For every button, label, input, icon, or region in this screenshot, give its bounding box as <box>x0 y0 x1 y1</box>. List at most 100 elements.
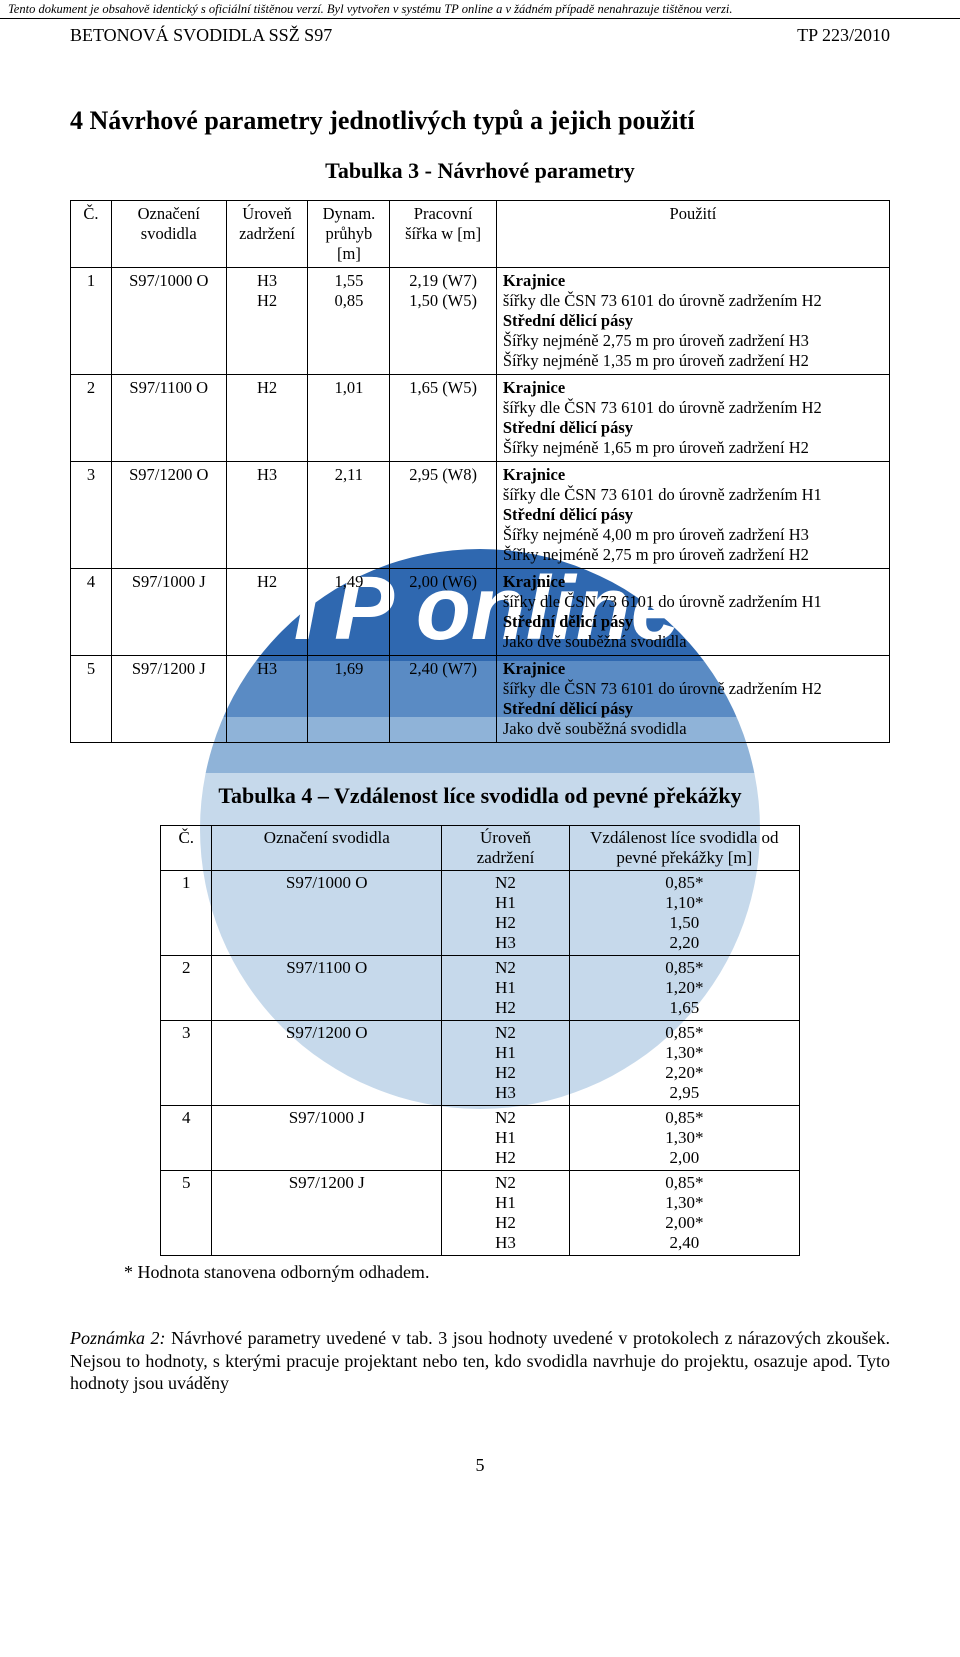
th-c: Č. <box>71 201 112 268</box>
usage-line: Šířky nejméně 2,75 m pro úroveň zadržení… <box>503 331 883 351</box>
usage-line: Šířky nejméně 4,00 m pro úroveň zadržení… <box>503 525 883 545</box>
cell-pruhyb: 1,69 <box>308 656 390 743</box>
table-row: 1S97/1000 ON2H1H2H30,85*1,10*1,502,20 <box>161 871 800 956</box>
cell-levels: N2H1H2H3 <box>442 1171 570 1256</box>
note-2-lead: Poznámka 2: <box>70 1328 166 1348</box>
header-right: TP 223/2010 <box>797 25 890 46</box>
note-2-text: Návrhové parametry uvedené v tab. 3 jsou… <box>70 1328 890 1393</box>
table-row: 3S97/1200 ON2H1H2H30,85*1,30*2,20*2,95 <box>161 1021 800 1106</box>
usage-line: Jako dvě souběžná svodidla <box>503 632 883 652</box>
th-vzd: Vzdálenost líce svodidla od pevné překáž… <box>569 826 799 871</box>
header-left: BETONOVÁ SVODIDLA SSŽ S97 <box>70 25 332 46</box>
disclaimer-bar: Tento dokument je obsahově identický s o… <box>0 0 960 18</box>
cell-c: 1 <box>161 871 212 956</box>
th-uroven: Úroveň zadržení <box>442 826 570 871</box>
cell-uroven: H3H2 <box>226 268 308 375</box>
table-row: 5S97/1200 JH31,692,40 (W7) Krajnicešířky … <box>71 656 890 743</box>
cell-c: 5 <box>71 656 112 743</box>
usage-line: šířky dle ČSN 73 6101 do úrovně zadržení… <box>503 291 883 311</box>
usage-line: Krajnice <box>503 378 883 398</box>
cell-vals: 0,85*1,30*2,20*2,95 <box>569 1021 799 1106</box>
table3-title: Tabulka 3 - Návrhové parametry <box>70 158 890 184</box>
cell-c: 2 <box>161 956 212 1021</box>
usage-line: Šířky nejméně 2,75 m pro úroveň zadržení… <box>503 545 883 565</box>
cell-uroven: H2 <box>226 569 308 656</box>
cell-c: 5 <box>161 1171 212 1256</box>
cell-uroven: H2 <box>226 375 308 462</box>
cell-sirka: 2,40 (W7) <box>390 656 496 743</box>
table4-title: Tabulka 4 – Vzdálenost líce svodidla od … <box>70 783 890 809</box>
cell-sirka: 2,19 (W7)1,50 (W5) <box>390 268 496 375</box>
usage-line: šířky dle ČSN 73 6101 do úrovně zadržení… <box>503 485 883 505</box>
table-row: 3S97/1200 OH32,112,95 (W8)Krajnicešířky … <box>71 462 890 569</box>
usage-line: Šířky nejméně 1,35 m pro úroveň zadržení… <box>503 351 883 371</box>
cell-usage: Krajnicešířky dle ČSN 73 6101 do úrovně … <box>496 462 889 569</box>
cell-sirka: 1,65 (W5) <box>390 375 496 462</box>
th-sirka: Pracovní šířka w [m] <box>390 201 496 268</box>
usage-line: Krajnice <box>503 465 883 485</box>
cell-c: 2 <box>71 375 112 462</box>
cell-ozn: S97/1200 J <box>111 656 226 743</box>
cell-c: 4 <box>161 1106 212 1171</box>
table-header-row: Č.Označení svodidlaÚroveň zadrženíVzdále… <box>161 826 800 871</box>
section-4-title: 4 Návrhové parametry jednotlivých typů a… <box>70 106 890 136</box>
cell-usage: Krajnicešířky dle ČSN 73 6101 do úrovně … <box>496 375 889 462</box>
th-c: Č. <box>161 826 212 871</box>
usage-line: šířky dle ČSN 73 6101 do úrovně zadržení… <box>503 679 883 699</box>
cell-vals: 0,85*1,30*2,00*2,40 <box>569 1171 799 1256</box>
cell-levels: N2H1H2H3 <box>442 1021 570 1106</box>
note-2-paragraph: Poznámka 2: Návrhové parametry uvedené v… <box>70 1327 890 1395</box>
th-pouziti: Použití <box>496 201 889 268</box>
usage-line: Střední dělicí pásy <box>503 311 883 331</box>
cell-ozn: S97/1200 J <box>212 1171 442 1256</box>
table-row: 5S97/1200 JN2H1H2H30,85*1,30*2,00*2,40 <box>161 1171 800 1256</box>
usage-line: Jako dvě souběžná svodidla <box>503 719 883 739</box>
table-row: 2S97/1100 ON2H1H20,85*1,20*1,65 <box>161 956 800 1021</box>
running-header: BETONOVÁ SVODIDLA SSŽ S97 TP 223/2010 <box>70 19 890 46</box>
usage-line: Krajnice <box>503 572 883 592</box>
usage-line: Střední dělicí pásy <box>503 699 883 719</box>
table-row: 4S97/1000 JH21,492,00 (W6)Krajnicešířky … <box>71 569 890 656</box>
cell-c: 1 <box>71 268 112 375</box>
cell-pruhyb: 2,11 <box>308 462 390 569</box>
cell-vals: 0,85*1,30*2,00 <box>569 1106 799 1171</box>
usage-line: Střední dělicí pásy <box>503 612 883 632</box>
cell-uroven: H3 <box>226 462 308 569</box>
cell-ozn: S97/1200 O <box>111 462 226 569</box>
cell-ozn: S97/1100 O <box>111 375 226 462</box>
cell-uroven: H3 <box>226 656 308 743</box>
cell-levels: N2H1H2 <box>442 1106 570 1171</box>
cell-ozn: S97/1000 O <box>212 871 442 956</box>
usage-line: Šířky nejméně 1,65 m pro úroveň zadržení… <box>503 438 883 458</box>
cell-sirka: 2,00 (W6) <box>390 569 496 656</box>
cell-c: 3 <box>71 462 112 569</box>
cell-pruhyb: 1,01 <box>308 375 390 462</box>
th-ozn: Označení svodidla <box>212 826 442 871</box>
usage-line: šířky dle ČSN 73 6101 do úrovně zadržení… <box>503 398 883 418</box>
usage-line: šířky dle ČSN 73 6101 do úrovně zadržení… <box>503 592 883 612</box>
table-row: 2S97/1100 OH21,011,65 (W5)Krajnicešířky … <box>71 375 890 462</box>
th-uroven: Úroveň zadržení <box>226 201 308 268</box>
usage-line: Krajnice <box>503 659 883 679</box>
cell-c: 3 <box>161 1021 212 1106</box>
cell-usage: Krajnicešířky dle ČSN 73 6101 do úrovně … <box>496 268 889 375</box>
usage-line: Střední dělicí pásy <box>503 505 883 525</box>
table-row: 4S97/1000 JN2H1H20,85*1,30*2,00 <box>161 1106 800 1171</box>
cell-ozn: S97/1000 O <box>111 268 226 375</box>
cell-ozn: S97/1000 J <box>111 569 226 656</box>
cell-c: 4 <box>71 569 112 656</box>
cell-pruhyb: 1,49 <box>308 569 390 656</box>
cell-sirka: 2,95 (W8) <box>390 462 496 569</box>
table-4: Č.Označení svodidlaÚroveň zadrženíVzdále… <box>160 825 800 1256</box>
usage-line: Střední dělicí pásy <box>503 418 883 438</box>
cell-pruhyb: 1,550,85 <box>308 268 390 375</box>
cell-vals: 0,85*1,20*1,65 <box>569 956 799 1021</box>
cell-ozn: S97/1100 O <box>212 956 442 1021</box>
page-number: 5 <box>70 1455 890 1476</box>
cell-usage: Krajnicešířky dle ČSN 73 6101 do úrovně … <box>496 569 889 656</box>
usage-line: Krajnice <box>503 271 883 291</box>
table-3: Č.Označení svodidlaÚroveň zadrženíDynam.… <box>70 200 890 743</box>
cell-ozn: S97/1200 O <box>212 1021 442 1106</box>
cell-levels: N2H1H2 <box>442 956 570 1021</box>
th-pruhyb: Dynam. průhyb [m] <box>308 201 390 268</box>
